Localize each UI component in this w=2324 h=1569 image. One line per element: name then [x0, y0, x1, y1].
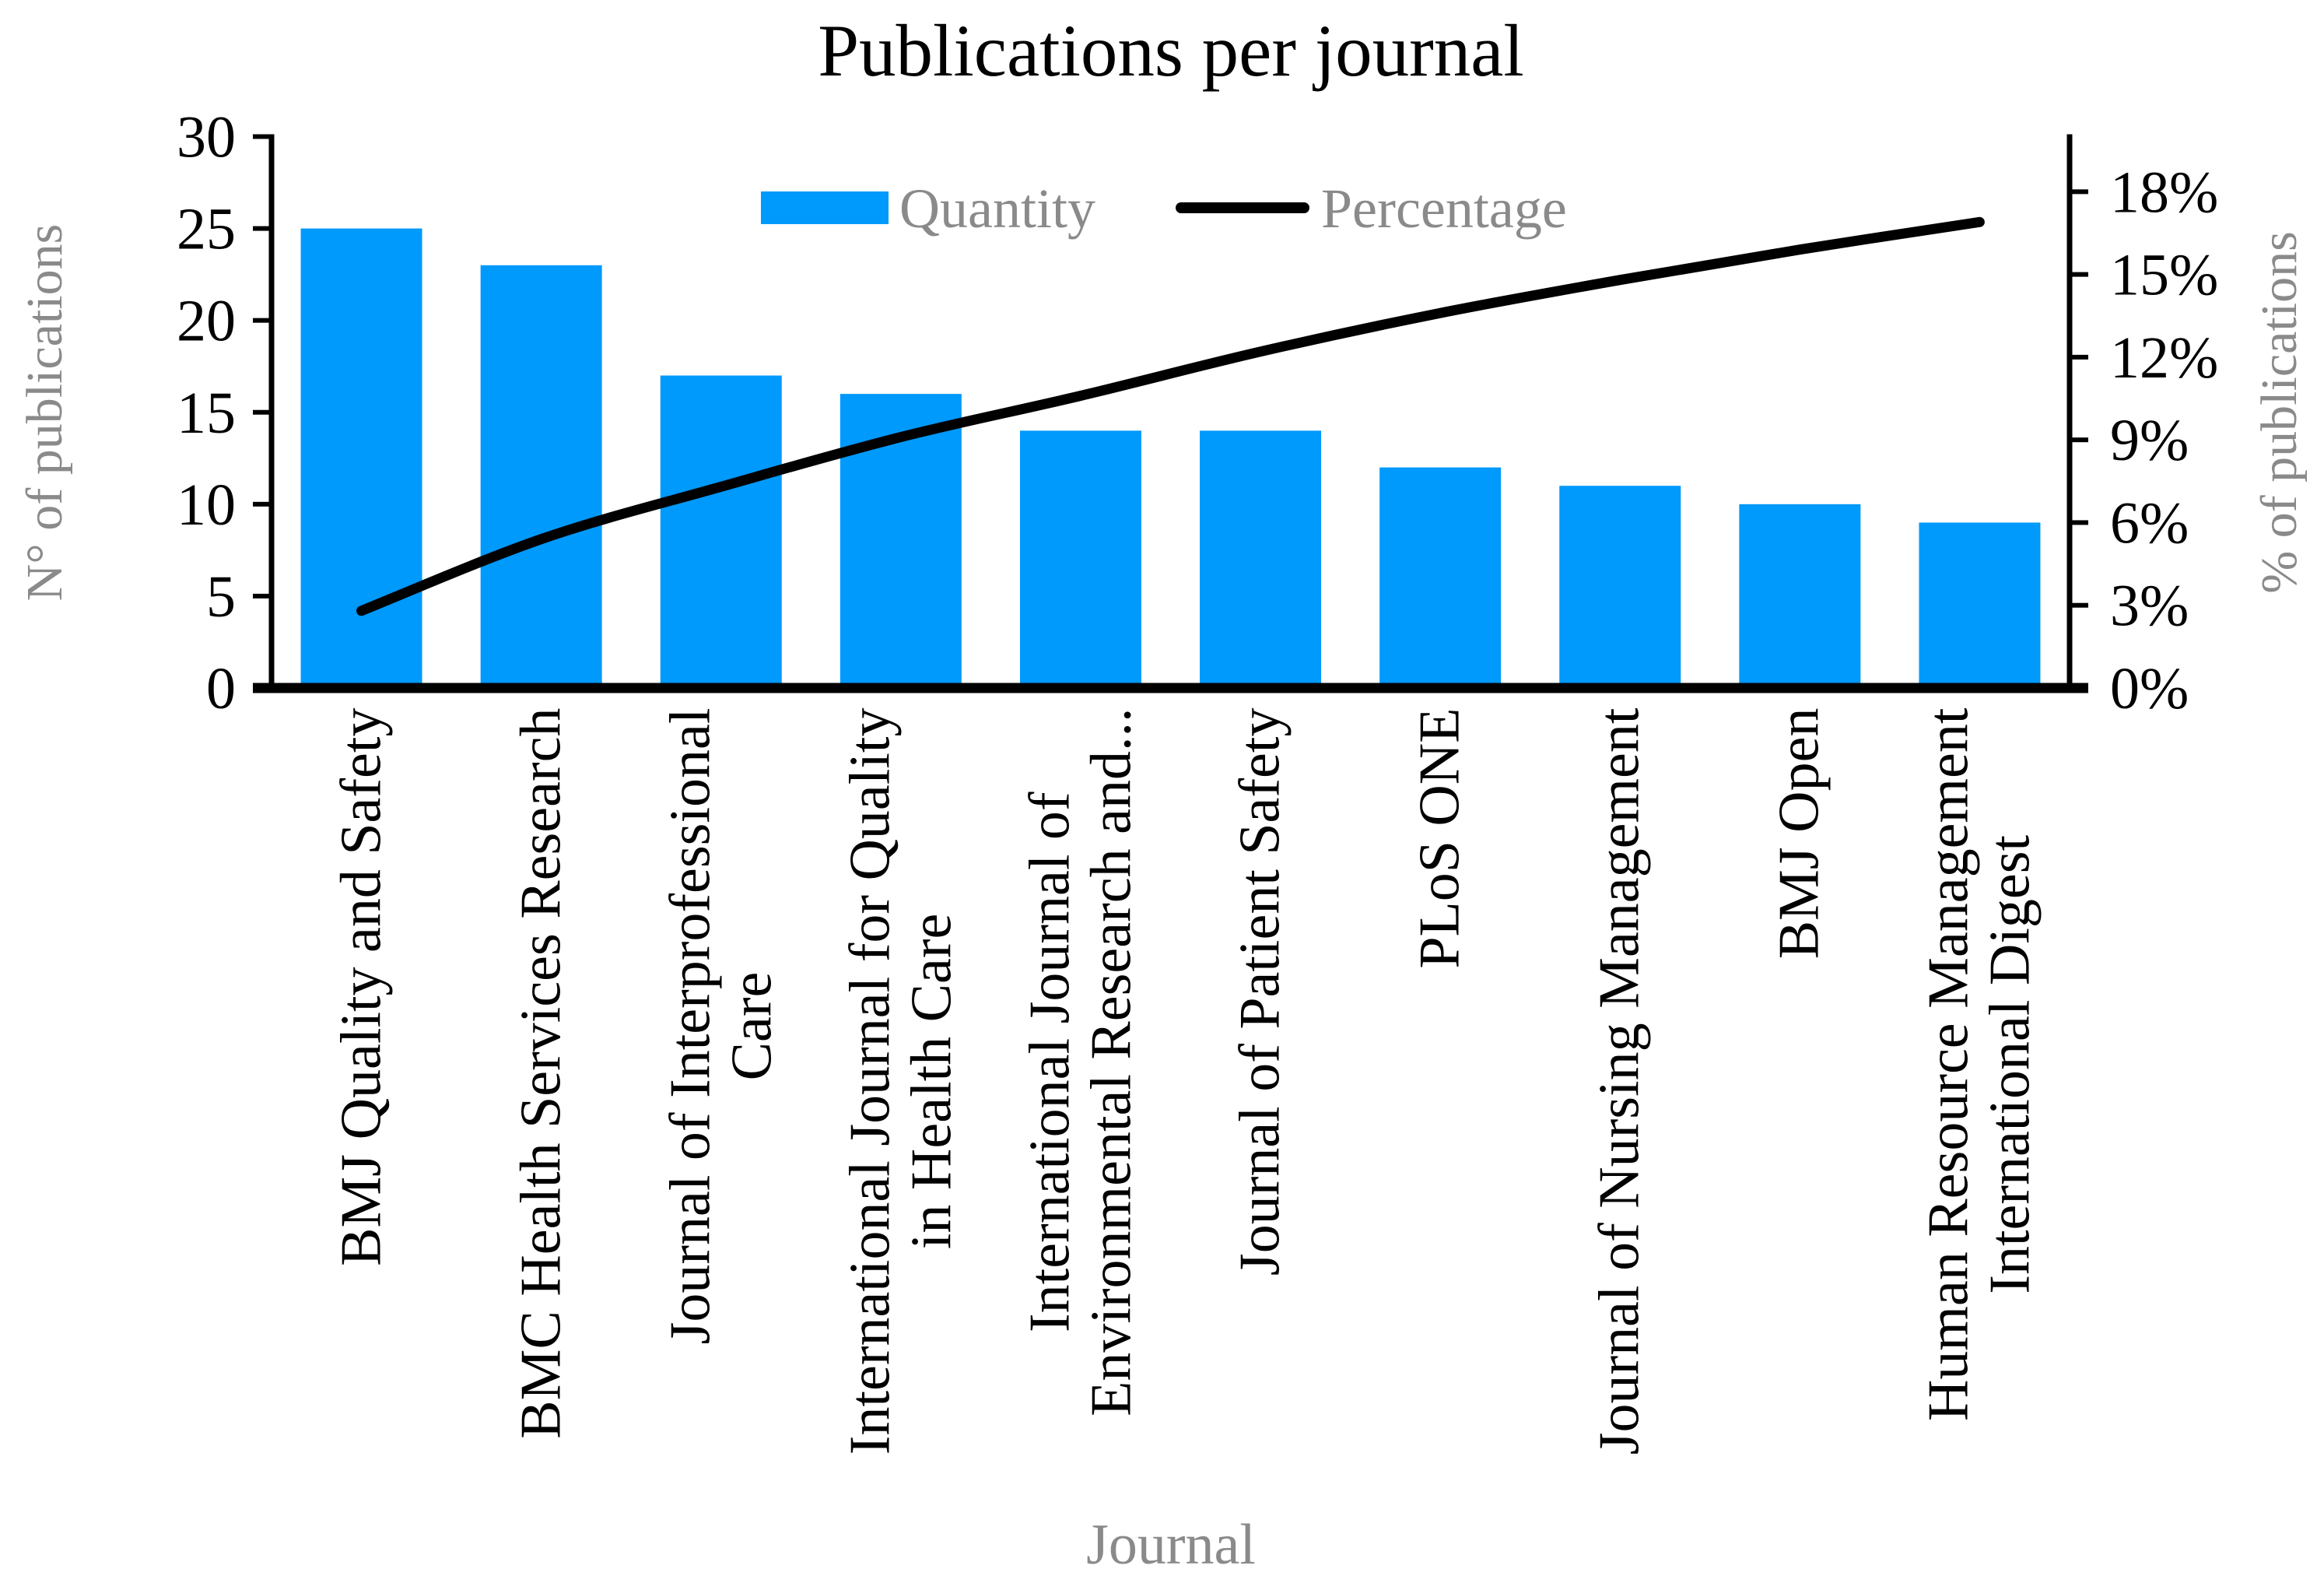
category-label-text-8: BMJ Open [1768, 707, 1832, 960]
category-label-text-9: Human Resource Management International … [1917, 707, 2042, 1422]
right-axis-tick-15% [2070, 272, 2088, 277]
right-axis-title: % of publications [2251, 231, 2308, 594]
category-label-1: BMC Health Services Research [451, 708, 631, 1533]
left-axis-tick-label-25: 25 [177, 197, 236, 262]
quantity-bar-9 [1919, 522, 2041, 691]
left-axis-tick-30 [253, 134, 272, 139]
left-axis-tick-5 [253, 593, 272, 598]
category-label-4: International Journal of Environmental R… [990, 708, 1170, 1533]
right-axis-tick-label-0%: 0% [2110, 656, 2189, 721]
left-axis-tick-25 [253, 226, 272, 231]
quantity-bar-1 [480, 265, 602, 692]
quantity-bar-4 [1019, 430, 1141, 691]
legend-percentage-label: Percentage [1321, 177, 1567, 240]
category-label-text-7: Journal of Nursing Management [1588, 707, 1653, 1455]
legend-quantity-swatch [761, 191, 889, 224]
right-axis-tick-label-15%: 15% [2110, 243, 2218, 308]
legend-quantity-label: Quantity [899, 177, 1095, 240]
category-label-3: International Journal for Quality in Hea… [811, 708, 990, 1533]
left-axis-tick-15 [253, 409, 272, 415]
right-axis-spine [2066, 134, 2073, 693]
category-label-0: BMJ Quality and Safety [272, 708, 451, 1533]
quantity-bar-6 [1379, 467, 1502, 691]
right-axis-tick-12% [2070, 354, 2088, 360]
quantity-bar-2 [660, 375, 782, 691]
left-axis-tick-label-10: 10 [177, 472, 236, 538]
left-axis-tick-label-15: 15 [177, 381, 236, 446]
right-axis-tick-label-12%: 12% [2110, 325, 2218, 391]
right-axis-tick-label-3%: 3% [2110, 574, 2189, 639]
right-axis-tick-label-6%: 6% [2110, 490, 2189, 556]
category-label-text-6: PLoS ONE [1407, 707, 1472, 970]
category-label-text-5: Journal of Patient Safety [1228, 707, 1292, 1276]
category-label-text-4: International Journal of Environmental R… [1018, 707, 1143, 1417]
quantity-bar-8 [1739, 504, 1861, 691]
right-axis-tick-label-18%: 18% [2110, 160, 2218, 225]
right-axis-tick-3% [2070, 602, 2088, 608]
right-axis-tick-0% [2070, 686, 2088, 690]
left-axis-tick-label-20: 20 [177, 289, 236, 354]
x-axis-title: Journal [1086, 1513, 1256, 1569]
category-label-9: Human Resource Management International … [1890, 708, 2070, 1533]
category-label-7: Journal of Nursing Management [1530, 708, 1710, 1533]
x-axis-line [253, 683, 2088, 693]
left-axis-tick-10 [253, 501, 272, 507]
category-label-5: Journal of Patient Safety [1171, 708, 1351, 1533]
right-axis-tick-6% [2070, 520, 2088, 525]
right-axis-tick-label-9%: 9% [2110, 408, 2189, 473]
right-axis-tick-18% [2070, 189, 2088, 195]
left-axis-tick-20 [253, 318, 272, 323]
category-label-text-3: International Journal for Quality in Hea… [838, 707, 963, 1455]
left-axis-tick-label-5: 5 [206, 564, 236, 630]
category-label-text-2: Journal of Interprofessional Care [658, 707, 783, 1345]
chart-title: Publications per journal [818, 9, 1524, 92]
percentage-line [356, 216, 1985, 616]
left-axis-tick-label-30: 30 [177, 105, 236, 170]
quantity-bar-0 [300, 228, 422, 691]
category-label-6: PLoS ONE [1351, 708, 1530, 1533]
category-label-2: Journal of Interprofessional Care [631, 708, 811, 1533]
left-axis-tick-label-0: 0 [206, 656, 236, 721]
left-axis-tick-0 [253, 686, 272, 690]
category-label-text-0: BMJ Quality and Safety [329, 707, 394, 1267]
left-axis-title: N° of publications [16, 223, 73, 602]
quantity-bar-5 [1200, 430, 1322, 691]
legend-percentage-line-swatch [1176, 202, 1309, 213]
category-label-text-1: BMC Health Services Research [509, 707, 573, 1440]
right-axis-tick-9% [2070, 437, 2088, 443]
quantity-bar-7 [1559, 486, 1681, 691]
category-label-8: BMJ Open [1710, 708, 1890, 1533]
